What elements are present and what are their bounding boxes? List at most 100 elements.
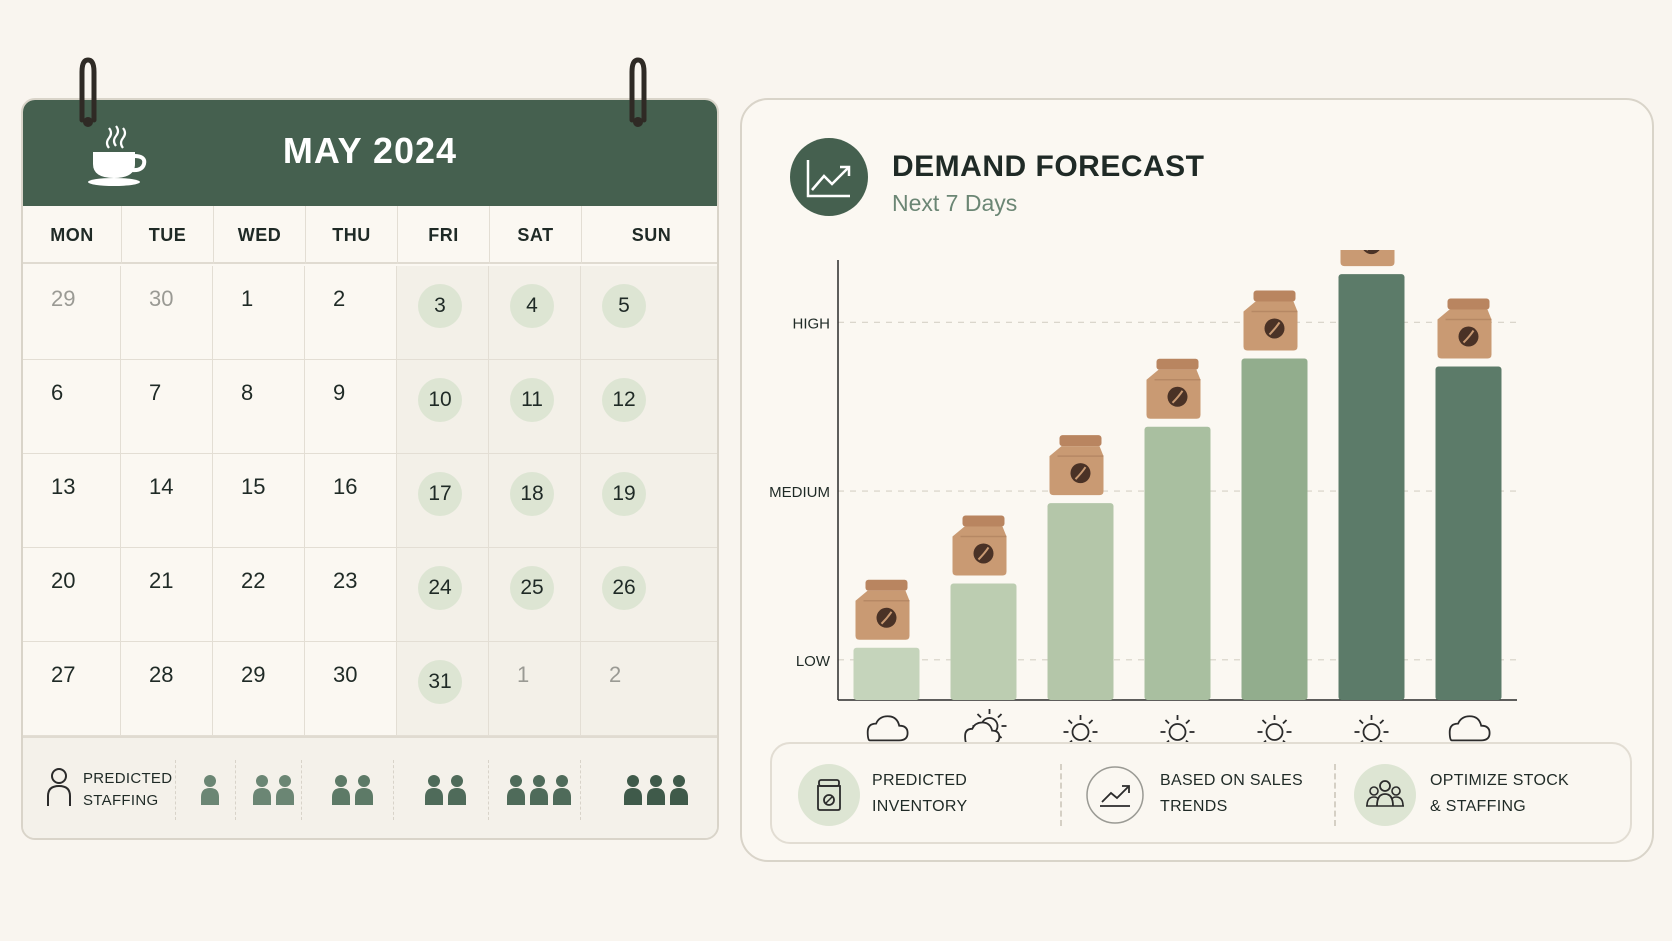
day-cell[interactable]: 2 [305,266,397,360]
highlighted-day-number: 3 [418,284,462,328]
day-cell[interactable]: 1 [213,266,305,360]
forecast-subtitle: Next 7 Days [892,190,1018,216]
day-cell[interactable]: 2 [581,642,717,736]
highlighted-day-number: 24 [418,566,462,610]
info-text: OPTIMIZE STOCK & STAFFING [1430,772,1570,815]
day-cell[interactable]: 10 [397,360,489,454]
calendar-header: MAY 2024 [23,100,717,206]
calendar-card: MAY 2024 MON TUE WED THU FRI SAT SUN 29 30 1 2 3 4 5… [21,98,719,840]
day-number: 14 [149,474,174,499]
partly-cloudy-icon [964,709,1007,745]
day-cell[interactable]: 24 [397,548,489,642]
staffing-people-icon [424,774,467,808]
day-cell[interactable]: 22 [213,548,305,642]
staff-person-icon [530,775,548,805]
day-cell[interactable]: 29 [213,642,305,736]
day-cell[interactable]: 1 [489,642,581,736]
day-number: 29 [241,662,266,687]
info-bar: PREDICTED INVENTORY BASED ON SALES TRENDS OP… [770,742,1632,844]
y-tick-label: LOW [796,653,831,670]
inventory-bag-icon [798,764,860,826]
day-number: 1 [517,662,530,687]
highlighted-day-number: 19 [602,472,646,516]
staffing-people-icon [200,774,220,808]
highlighted-day-number: 18 [510,472,554,516]
bar-tue [950,583,1017,700]
staffing-people-icon [623,774,689,808]
day-number: 6 [51,380,64,405]
weekday-mon: MON [50,225,94,245]
staffing-people-icon [506,774,572,808]
day-cell[interactable]: 20 [23,548,121,642]
day-number: 22 [241,568,266,593]
staffing-row: PREDICTED STAFFING [23,736,717,838]
highlighted-day-number: 5 [602,284,646,328]
highlighted-day-number: 31 [418,660,462,704]
highlighted-day-number: 12 [602,378,646,422]
day-cell[interactable]: 13 [23,454,121,548]
day-cell[interactable]: 6 [23,360,121,454]
day-cell[interactable]: 8 [213,360,305,454]
day-cell[interactable]: 16 [305,454,397,548]
weekday-sun: SUN [581,206,717,264]
day-cell[interactable]: 21 [121,548,213,642]
day-cell[interactable]: 3 [397,266,489,360]
day-cell[interactable]: 30 [305,642,397,736]
day-number: 2 [333,286,346,311]
day-cell[interactable]: 23 [305,548,397,642]
highlighted-day-number: 26 [602,566,646,610]
staff-person-icon [448,775,466,805]
day-cell[interactable]: 11 [489,360,581,454]
staff-person-icon [553,775,571,805]
info-divider [1060,764,1062,826]
day-cell[interactable]: 14 [121,454,213,548]
day-cell[interactable]: 15 [213,454,305,548]
weekday-thu: THU [305,206,397,264]
calendar-title: MAY 2024 [282,130,458,171]
staff-person-icon [646,775,665,805]
staffing-label: PREDICTED STAFFING [83,770,173,809]
info-divider [1334,764,1336,826]
coffee-cup-icon [88,125,147,186]
coffee-bag-icon [1437,298,1492,359]
day-cell[interactable]: 7 [121,360,213,454]
day-number: 21 [149,568,174,593]
weekday-fri: FRI [397,206,489,264]
day-cell[interactable]: 5 [581,266,717,360]
calendar-grid: 29 30 1 2 3 4 5 6 7 8 9 10 11 12 13 14 15 16 17 18 19 20 21 22 2… [23,266,717,736]
highlighted-day-number: 17 [418,472,462,516]
highlighted-day-number: 25 [510,566,554,610]
day-number: 27 [51,662,76,687]
day-cell[interactable]: 27 [23,642,121,736]
highlighted-day-number: 4 [510,284,554,328]
highlighted-day-number: 10 [418,378,462,422]
day-cell[interactable]: 9 [305,360,397,454]
staff-person-icon [252,775,271,805]
day-number: 23 [333,568,358,593]
info-text: BASED ON SALES TRENDS [1160,772,1303,815]
day-cell[interactable]: 17 [397,454,489,548]
staff-person-icon [669,775,688,805]
day-cell[interactable]: 31 [397,642,489,736]
staff-person-icon [201,775,219,805]
trend-chart-icon [790,138,868,216]
y-tick-label: MEDIUM [769,484,830,501]
day-cell[interactable]: 28 [121,642,213,736]
day-cell[interactable]: 29 [23,266,121,360]
day-number: 13 [51,474,76,499]
weekday-tue: TUE [121,206,213,264]
day-cell[interactable]: 18 [489,454,581,548]
staff-person-icon [354,775,373,805]
day-cell[interactable]: 26 [581,548,717,642]
day-number: 28 [149,662,174,687]
y-tick-label: HIGH [793,315,831,332]
day-number: 30 [333,662,358,687]
day-cell[interactable]: 30 [121,266,213,360]
day-cell[interactable]: 19 [581,454,717,548]
day-cell[interactable]: 12 [581,360,717,454]
sun-icon [1063,715,1098,749]
day-cell[interactable]: 25 [489,548,581,642]
bar-mon [853,647,920,700]
day-cell[interactable]: 4 [489,266,581,360]
coffee-bag-icon [952,515,1007,576]
